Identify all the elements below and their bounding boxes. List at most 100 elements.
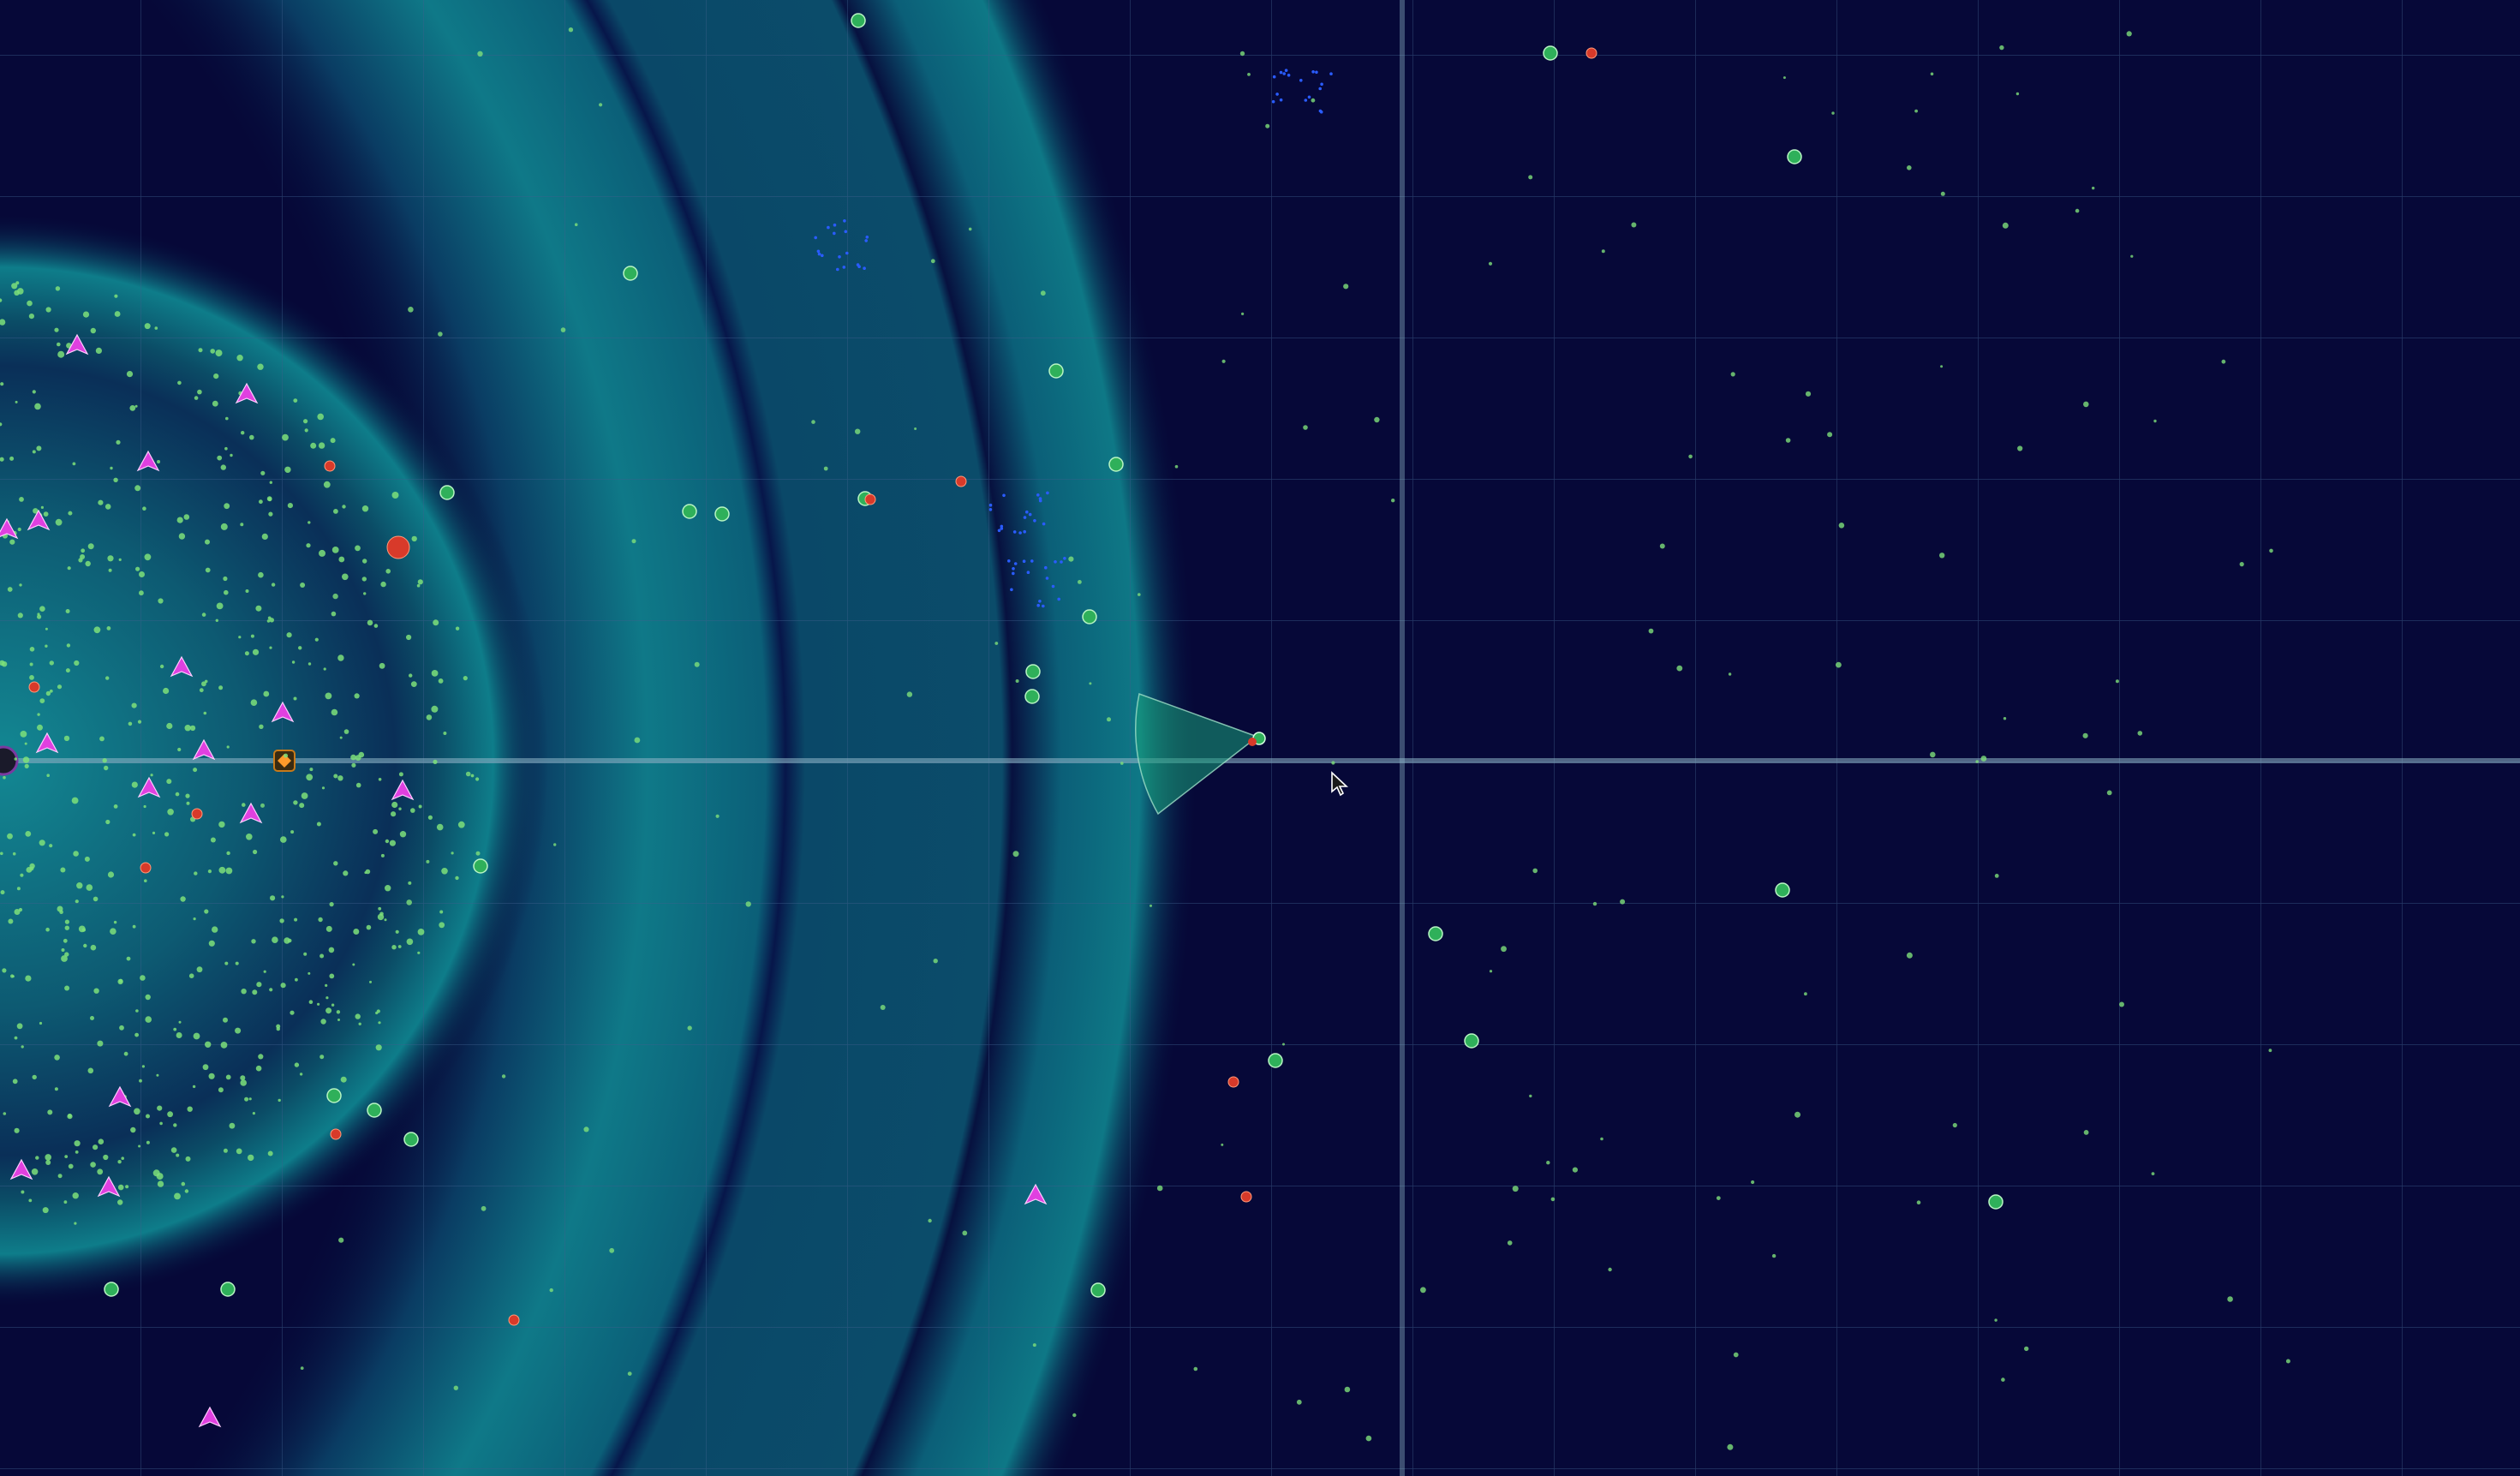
- food-pellet: [361, 577, 367, 582]
- food-pellet: [319, 549, 325, 557]
- red-spore[interactable]: [1585, 47, 1597, 59]
- magenta-creature[interactable]: [65, 333, 89, 356]
- magenta-creature[interactable]: [108, 1085, 132, 1108]
- food-pellet: [406, 899, 413, 905]
- food-pellet: [64, 1155, 69, 1158]
- green-cell[interactable]: [403, 1132, 419, 1147]
- blue-particle: [1272, 75, 1276, 79]
- red-spore[interactable]: [330, 1128, 342, 1140]
- orange-diamond-icon[interactable]: [273, 750, 296, 772]
- food-pellet: [134, 485, 141, 492]
- food-pellet: [263, 970, 266, 973]
- green-cell[interactable]: [1025, 664, 1041, 679]
- food-pellet: [380, 581, 386, 588]
- red-spore[interactable]: [324, 460, 336, 472]
- magenta-creature[interactable]: [1024, 1183, 1048, 1205]
- red-spore[interactable]: [28, 681, 40, 693]
- food-pellet: [367, 619, 373, 626]
- food-pellet: [97, 1168, 104, 1175]
- food-pellet: [855, 428, 861, 434]
- food-pellet: [210, 349, 215, 354]
- food-pellet: [1804, 992, 1807, 996]
- magenta-creature[interactable]: [9, 1158, 33, 1180]
- magenta-creature[interactable]: [192, 738, 216, 761]
- food-pellet: [27, 300, 33, 307]
- green-cell[interactable]: [682, 504, 697, 519]
- magenta-creature[interactable]: [271, 701, 295, 723]
- green-cell[interactable]: [1464, 1033, 1479, 1049]
- food-pellet: [139, 590, 144, 596]
- red-spore[interactable]: [191, 808, 203, 820]
- food-pellet: [294, 917, 298, 922]
- food-pellet: [353, 929, 360, 935]
- food-pellet: [318, 917, 323, 923]
- green-cell[interactable]: [851, 13, 866, 28]
- blue-particle: [827, 225, 830, 230]
- food-pellet: [1733, 1352, 1739, 1358]
- green-cell[interactable]: [1024, 689, 1040, 704]
- food-pellet: [319, 953, 325, 959]
- dark-portal[interactable]: [0, 745, 19, 776]
- green-cell[interactable]: [473, 858, 488, 874]
- green-cell[interactable]: [1048, 363, 1064, 379]
- magenta-creature[interactable]: [0, 517, 19, 540]
- green-cell[interactable]: [1787, 149, 1802, 164]
- magenta-creature[interactable]: [239, 802, 263, 824]
- magenta-creature[interactable]: [391, 779, 415, 801]
- magenta-creature[interactable]: [35, 732, 59, 754]
- food-pellet: [93, 1144, 99, 1150]
- food-pellet: [146, 1114, 150, 1119]
- food-pellet: [143, 804, 146, 809]
- food-pellet: [272, 936, 278, 943]
- magenta-creature[interactable]: [137, 776, 161, 798]
- green-cell[interactable]: [714, 506, 730, 522]
- blue-particle: [1002, 493, 1006, 498]
- food-pellet: [384, 918, 387, 922]
- red-spore[interactable]: [140, 862, 152, 874]
- green-cell[interactable]: [623, 266, 638, 281]
- green-cell[interactable]: [1543, 45, 1558, 61]
- green-cell[interactable]: [1108, 457, 1124, 472]
- food-pellet: [16, 1023, 23, 1030]
- magenta-creature[interactable]: [97, 1175, 121, 1198]
- green-cell[interactable]: [1090, 1282, 1106, 1298]
- food-pellet: [418, 804, 422, 809]
- blue-particle: [817, 252, 821, 256]
- red-spore[interactable]: [508, 1314, 520, 1326]
- food-pellet: [156, 1073, 159, 1077]
- food-pellet: [185, 1156, 191, 1162]
- player-cell[interactable]: [1248, 732, 1266, 746]
- food-pellet: [152, 1169, 160, 1177]
- food-pellet: [73, 851, 79, 857]
- green-cell[interactable]: [367, 1103, 382, 1118]
- red-spore[interactable]: [1240, 1191, 1252, 1203]
- green-cell[interactable]: [439, 485, 455, 500]
- red-spore[interactable]: [386, 535, 410, 559]
- food-pellet: [54, 327, 59, 332]
- red-spore[interactable]: [864, 493, 876, 505]
- red-spore[interactable]: [1227, 1076, 1239, 1088]
- red-spore[interactable]: [955, 475, 967, 487]
- food-pellet: [380, 853, 385, 858]
- green-cell[interactable]: [326, 1088, 342, 1103]
- blue-particle: [1287, 74, 1291, 77]
- magenta-creature[interactable]: [198, 1406, 222, 1428]
- green-cell[interactable]: [1428, 926, 1443, 941]
- magenta-creature[interactable]: [170, 655, 194, 678]
- food-pellet: [436, 823, 444, 831]
- green-cell[interactable]: [1775, 882, 1790, 898]
- food-pellet: [694, 661, 700, 667]
- magenta-creature[interactable]: [27, 509, 51, 531]
- green-cell[interactable]: [104, 1282, 119, 1297]
- green-cell[interactable]: [1988, 1194, 2003, 1210]
- food-pellet: [351, 762, 356, 768]
- green-cell[interactable]: [220, 1282, 236, 1297]
- magenta-creature[interactable]: [235, 382, 259, 404]
- green-cell[interactable]: [1082, 609, 1097, 624]
- magenta-creature[interactable]: [136, 450, 160, 472]
- green-cell[interactable]: [1268, 1053, 1283, 1068]
- food-pellet: [325, 925, 332, 932]
- food-pellet: [49, 844, 53, 848]
